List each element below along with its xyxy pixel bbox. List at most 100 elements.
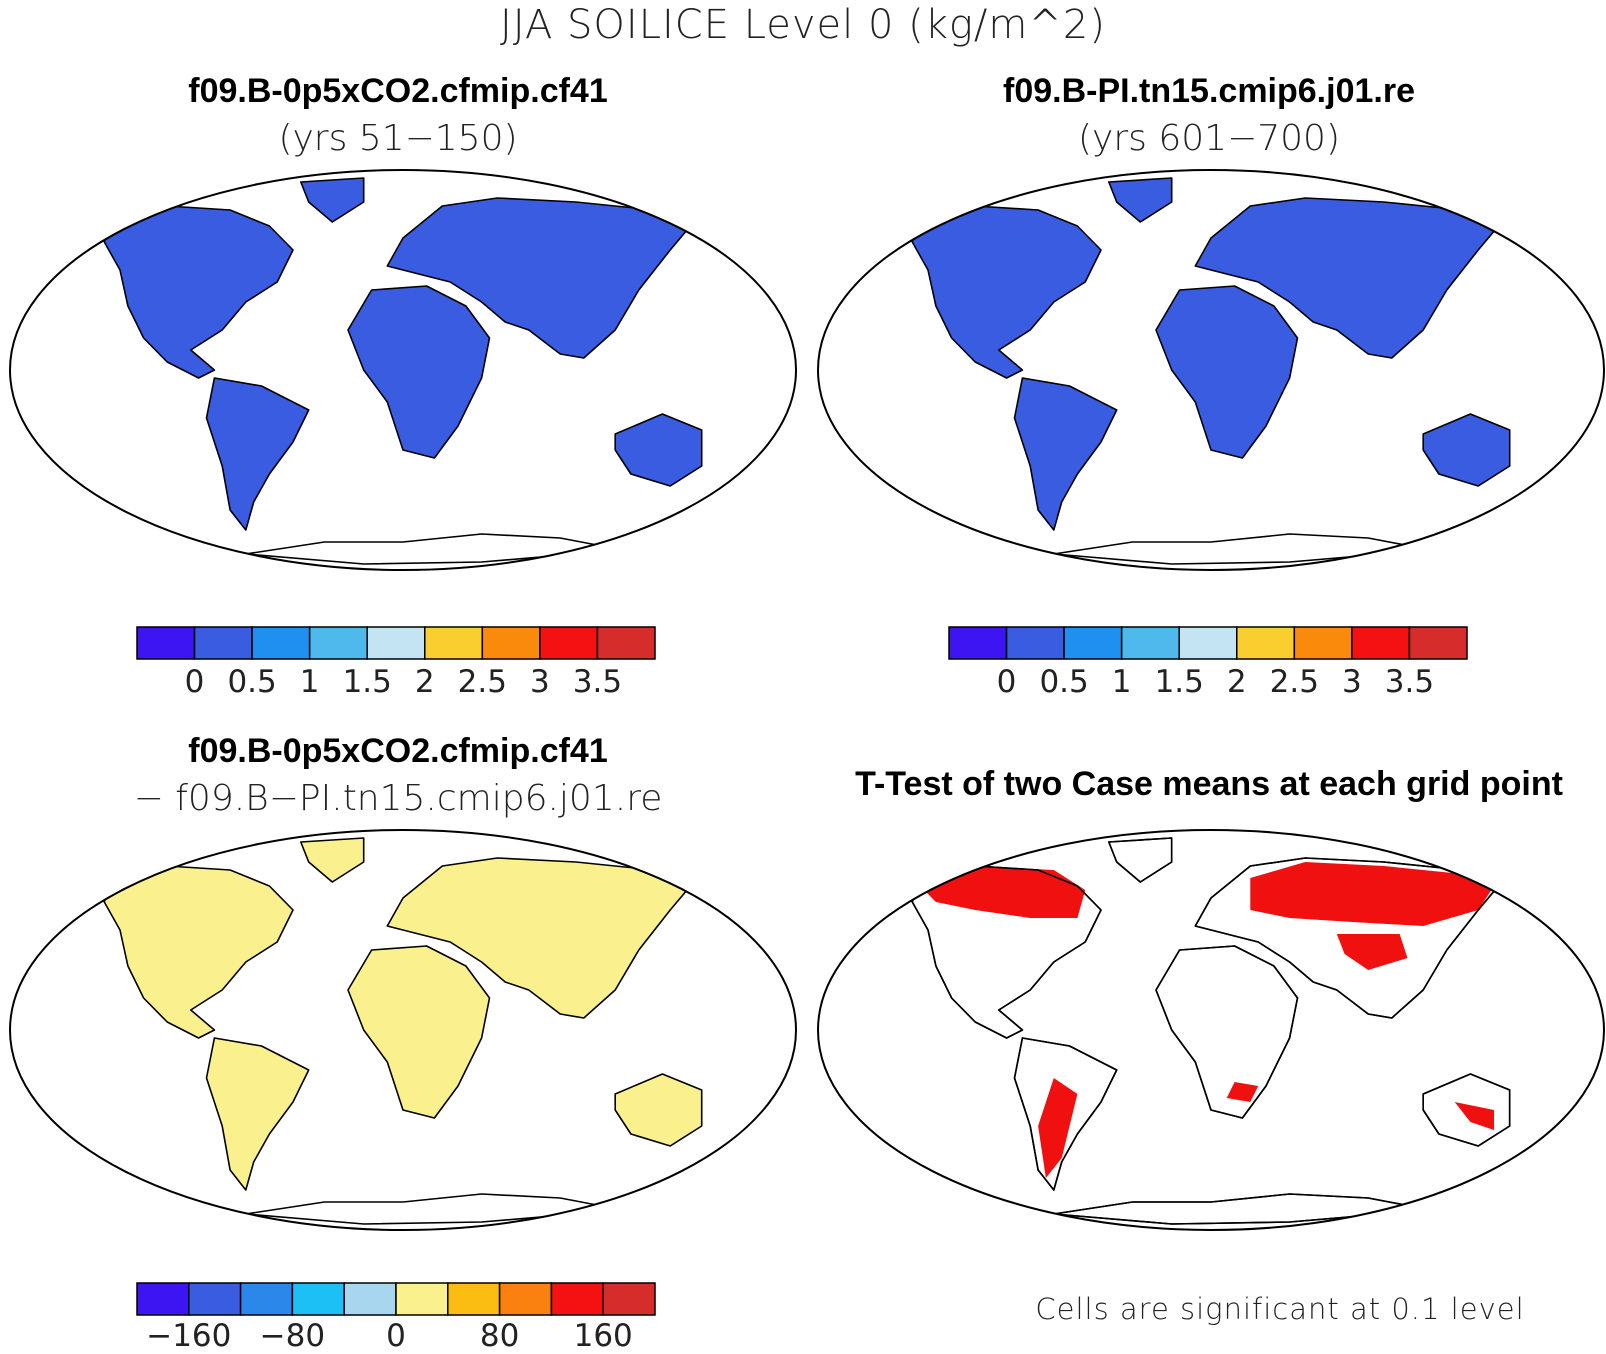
colorbar-swatch [395,1282,449,1316]
panel-1-title: f09.B-0p5xCO2.cfmip.cf41 [188,72,608,110]
colorbar-tick-label: −80 [259,1318,326,1354]
colorbar-swatch [251,626,311,660]
panel-3-subtitle: − f09.B−PI.tn15.cmip6.j01.re [133,778,663,819]
colorbar-swatch [291,1282,345,1316]
colorbar-tick-label: −160 [146,1318,232,1354]
continent-antarctica [245,533,624,565]
significant-region [1250,862,1494,926]
continent-antarctica [245,1193,624,1225]
continent-north-america [103,865,294,1039]
significant-region [1336,934,1408,970]
colorbar-tick-label: 3 [1342,664,1362,700]
colorbar-swatch [1236,626,1296,660]
continent-greenland [299,837,365,883]
continent-eurasia [1194,197,1503,359]
colorbar-swatch [1351,626,1411,660]
colorbar-panel-1 [136,626,656,660]
colorbar-swatch [1408,626,1468,660]
map-border [817,829,1605,1231]
colorbar-tick-label: 2.5 [1269,664,1319,700]
map-border [9,169,797,571]
continent-eurasia [386,197,695,359]
colorbar-tick-label: 0 [386,1318,406,1354]
colorbar-swatch [188,1282,242,1316]
colorbar-tick-label: 3.5 [572,664,623,700]
significant-region [1226,1082,1259,1102]
panel-3-title: f09.B-0p5xCO2.cfmip.cf41 [188,732,608,770]
colorbar-swatch [481,626,541,660]
colorbar-tick-label: 160 [573,1318,633,1354]
colorbar-tick-label: 2.5 [457,664,507,700]
coastline-south-america [1013,1037,1118,1191]
continent-australia [1422,413,1511,487]
map-border [9,829,797,1231]
colorbar-swatch [308,626,368,660]
panel-4-title: T-Test of two Case means at each grid po… [855,765,1563,803]
colorbar-tick-label: 3.5 [1384,664,1435,700]
colorbar-swatch [1120,626,1180,660]
colorbar-tick-label: 0 [996,664,1017,700]
panel-1-subtitle: (yrs 51−150) [278,118,518,159]
map-panel-3 [9,829,797,1231]
colorbar-swatch [948,626,1008,660]
coastline-north-america [911,865,1102,1039]
panel-2-subtitle: (yrs 601−700) [1078,118,1340,159]
colorbar-swatch [1063,626,1123,660]
continent-north-america [103,205,294,379]
colorbar-swatch [366,626,426,660]
colorbar-tick-label: 0 [184,664,205,700]
continent-greenland [1107,177,1173,223]
continent-south-america [205,1037,310,1191]
colorbar-swatch [1178,626,1238,660]
colorbar-tick-label: 1 [299,664,320,700]
colorbar-swatch [193,626,253,660]
colorbar-swatch [136,1282,190,1316]
continent-greenland [299,177,365,223]
map-panel-1 [9,169,797,571]
colorbar-swatch [136,626,196,660]
colorbar-swatch [1005,626,1065,660]
colorbar-tick-label: 80 [479,1318,520,1354]
coastline-antarctica [1053,1193,1432,1225]
colorbar-tick-label: 0.5 [1039,664,1089,700]
map-border [817,169,1605,571]
colorbar-tick-label: 3 [530,664,550,700]
colorbar-swatch [602,1282,656,1316]
colorbar-swatch [239,1282,294,1316]
continent-eurasia [386,857,695,1019]
colorbar-tick-label: 2 [1226,664,1247,700]
panel-2-title: f09.B-PI.tn15.cmip6.j01.re [1003,72,1415,110]
continent-south-america [205,377,310,531]
coastline-greenland [1107,837,1173,883]
continent-africa [347,285,491,459]
colorbar-swatch [550,1282,604,1316]
colorbar-swatch [596,626,656,660]
colorbar-swatch [498,1282,553,1316]
continent-africa [347,945,491,1119]
colorbar-swatch [343,1282,397,1316]
colorbar-tick-label: 1.5 [1154,664,1204,700]
colorbar-panel-3 [136,1282,656,1316]
significant-region [1454,1102,1494,1130]
significant-region [1038,1078,1078,1178]
continent-australia [614,1073,703,1147]
continent-australia [614,413,703,487]
coastline-eurasia [1194,857,1503,1019]
coastline-australia [1422,1073,1511,1147]
colorbar-tick-label: 1 [1111,664,1132,700]
map-panel-2 [817,169,1605,571]
colorbar-swatch [1293,626,1353,660]
colorbar-swatch [447,1282,501,1316]
colorbar-tick-label: 1.5 [342,664,392,700]
colorbar-swatch [539,626,599,660]
continent-north-america [911,205,1102,379]
coastline-africa [1155,945,1299,1119]
continent-antarctica [1053,533,1432,565]
colorbar-tick-label: 2 [414,664,435,700]
map-panel-4 [817,829,1605,1231]
figure-title: JJA SOILICE Level 0 (kg/m^2) [500,2,1106,48]
significance-note: Cells are significant at 0.1 level [1035,1292,1525,1326]
colorbar-swatch [424,626,484,660]
continent-south-america [1013,377,1118,531]
colorbar-panel-2 [948,626,1468,660]
